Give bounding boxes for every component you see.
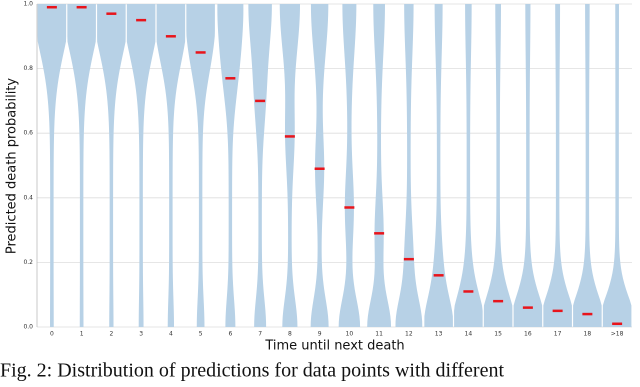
violin: [367, 4, 392, 327]
x-tick-label: 14: [465, 331, 473, 338]
violin: [67, 4, 96, 327]
x-tick-label: 7: [258, 331, 262, 338]
y-tick-label: 0.4: [23, 194, 33, 201]
y-tick-label: 0.8: [23, 65, 33, 72]
violin: [454, 4, 483, 327]
x-axis-label: Time until next death: [264, 339, 404, 354]
caption: Fig. 2: Distribution of predictions for …: [0, 360, 504, 382]
x-tick-label: 3: [139, 331, 143, 338]
violin: [395, 4, 423, 327]
violin: [602, 4, 632, 327]
x-tick-label: 11: [375, 331, 383, 338]
x-tick-label: 8: [288, 331, 292, 338]
violin: [97, 4, 126, 327]
x-tick-label: 16: [524, 331, 532, 338]
violin: [573, 4, 602, 327]
violin: [156, 4, 186, 327]
y-tick-label: 0.0: [23, 324, 33, 331]
x-tick-label: >18: [611, 331, 624, 338]
x-tick-label: 6: [228, 331, 232, 338]
violin: [483, 4, 513, 327]
y-tick-label: 0.2: [23, 259, 33, 266]
y-tick-label: 0.6: [23, 130, 33, 137]
x-tick-label: 18: [584, 331, 592, 338]
violin: [424, 4, 453, 327]
violin: [279, 4, 301, 327]
x-tick-label: 17: [554, 331, 562, 338]
violin: [186, 4, 215, 327]
x-tick-label: 12: [405, 331, 413, 338]
x-tick-label: 2: [109, 331, 113, 338]
x-tick-label: 10: [346, 331, 354, 338]
violin: [126, 4, 156, 327]
y-axis-label: Predicted death probability: [5, 78, 20, 255]
violin: [513, 4, 543, 327]
x-tick-label: 13: [435, 331, 443, 338]
violin: [310, 4, 329, 327]
x-tick-label: 5: [199, 331, 203, 338]
violin: [338, 4, 361, 327]
x-tick-label: 15: [494, 331, 502, 338]
violin: [248, 4, 272, 327]
violin: [543, 4, 572, 327]
x-tick-label: 9: [318, 331, 322, 338]
x-tick-label: 0: [50, 331, 54, 338]
violin: [37, 4, 67, 327]
violin: [217, 4, 244, 327]
x-tick-label: 4: [169, 331, 173, 338]
y-tick-label: 1.0: [23, 1, 33, 8]
x-tick-label: 1: [80, 331, 84, 338]
